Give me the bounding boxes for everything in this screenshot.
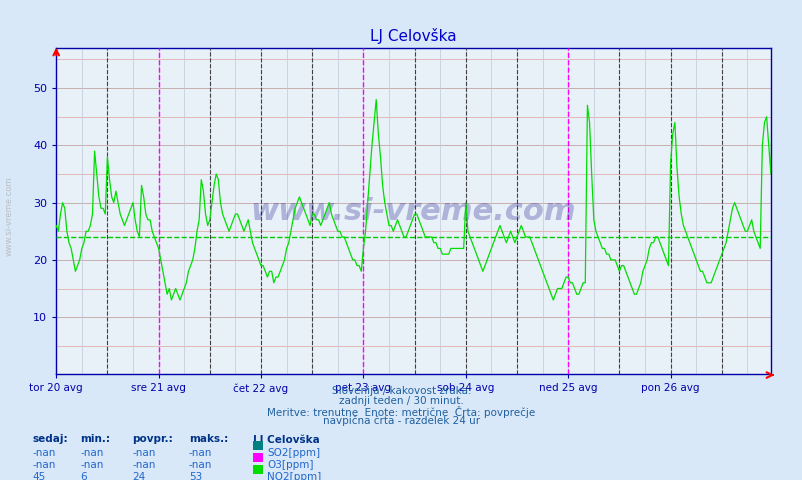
Text: -nan: -nan	[80, 448, 103, 458]
Text: -nan: -nan	[80, 460, 103, 470]
Text: povpr.:: povpr.:	[132, 434, 173, 444]
Text: min.:: min.:	[80, 434, 110, 444]
Text: maks.:: maks.:	[188, 434, 228, 444]
Text: NO2[ppm]: NO2[ppm]	[267, 472, 322, 480]
Text: 6: 6	[80, 472, 87, 480]
Text: Slovenija / kakovost zraka.: Slovenija / kakovost zraka.	[331, 386, 471, 396]
Text: -nan: -nan	[188, 460, 212, 470]
Text: 24: 24	[132, 472, 146, 480]
Text: 53: 53	[188, 472, 202, 480]
Text: www.si-vreme.com: www.si-vreme.com	[250, 197, 576, 226]
Text: -nan: -nan	[32, 460, 55, 470]
Text: 45: 45	[32, 472, 46, 480]
Text: -nan: -nan	[132, 460, 156, 470]
Text: -nan: -nan	[132, 448, 156, 458]
Text: -nan: -nan	[188, 448, 212, 458]
Text: zadnji teden / 30 minut.: zadnji teden / 30 minut.	[338, 396, 464, 406]
Text: www.si-vreme.com: www.si-vreme.com	[5, 176, 14, 256]
Text: Meritve: trenutne  Enote: metrične  Črta: povprečje: Meritve: trenutne Enote: metrične Črta: …	[267, 406, 535, 418]
Text: navpična črta - razdelek 24 ur: navpična črta - razdelek 24 ur	[322, 415, 480, 426]
Text: SO2[ppm]: SO2[ppm]	[267, 448, 320, 458]
Title: LJ Celovška: LJ Celovška	[370, 28, 456, 44]
Text: -nan: -nan	[32, 448, 55, 458]
Text: LJ Celovška: LJ Celovška	[253, 434, 319, 445]
Text: O3[ppm]: O3[ppm]	[267, 460, 314, 470]
Text: sedaj:: sedaj:	[32, 434, 67, 444]
